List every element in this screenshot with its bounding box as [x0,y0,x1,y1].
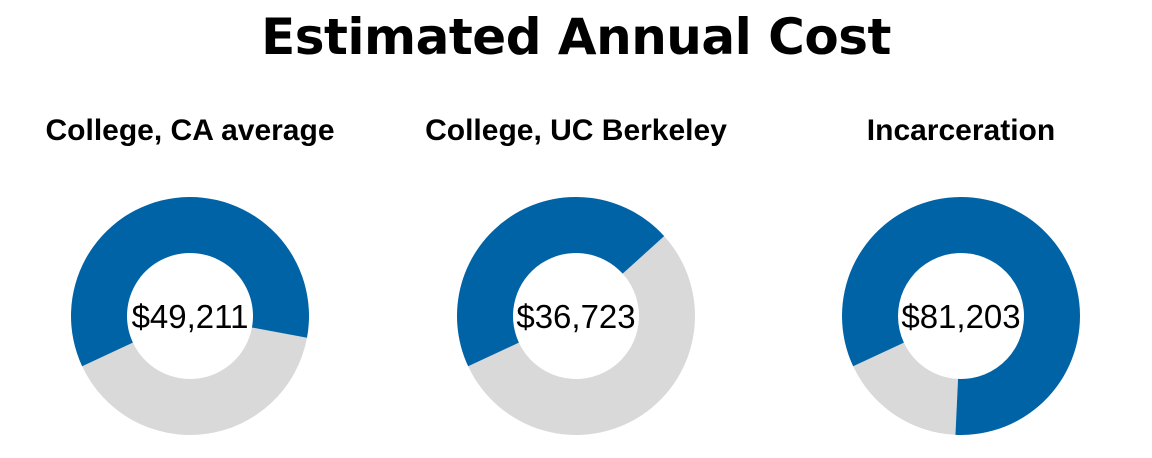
center-value-label: $81,203 [901,298,1020,335]
panel-ca-average: College, CA average $49,211 [46,114,335,435]
donut-slice-remainder [853,342,959,435]
donut-slice-cost [457,197,665,367]
donut-slice-cost [842,197,1080,436]
panel-title: Incarceration [867,114,1055,147]
panel-title: College, UC Berkeley [425,114,727,147]
center-value-label: $36,723 [516,298,635,335]
donut-slice-remainder [468,236,696,436]
donut-slice-cost [71,197,309,367]
chart-title: Estimated Annual Cost [261,8,891,66]
panel-title: College, CA average [46,114,335,147]
panel-uc-berkeley: College, UC Berkeley $36,723 [425,114,727,436]
center-value-label: $49,211 [132,298,249,335]
donut-slice-remainder [82,327,308,435]
panel-incarceration: Incarceration $81,203 [842,114,1080,436]
